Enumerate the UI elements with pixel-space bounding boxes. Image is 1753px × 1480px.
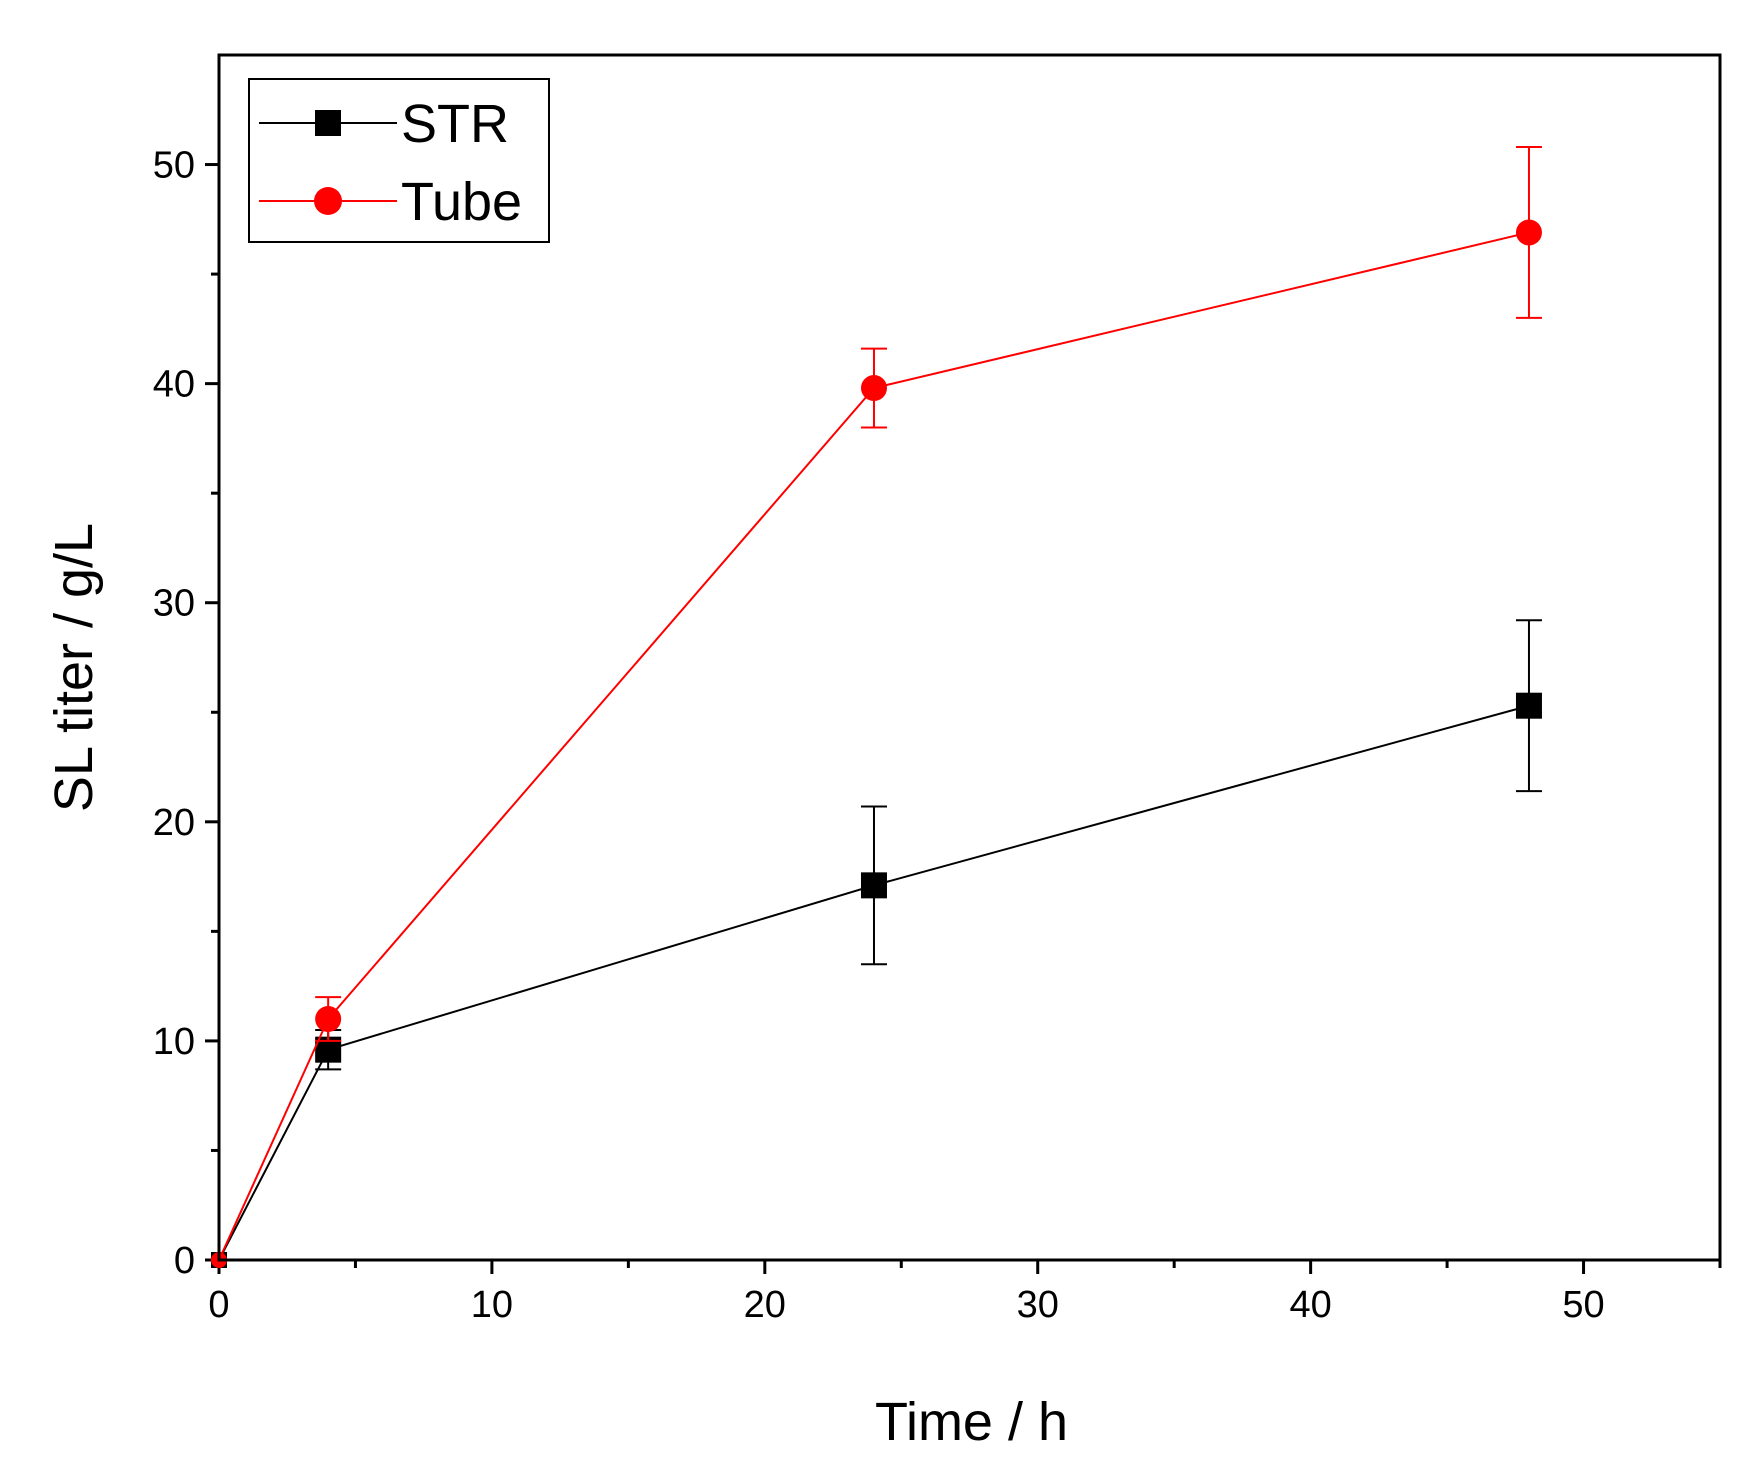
y-tick-label: 40 <box>153 364 195 406</box>
data-point-str <box>860 872 887 899</box>
y-axis-title: SL titer / g/L <box>44 523 104 812</box>
series-tube <box>211 146 1542 1268</box>
legend-marker-tube <box>314 187 342 215</box>
legend-marker-str <box>315 110 341 136</box>
series-layer <box>211 146 1542 1268</box>
legend-label-tube: Tube <box>401 172 522 232</box>
x-tick-label: 30 <box>1017 1284 1059 1326</box>
axis-ticks: 0 10 20 30 40 50 0 10 20 30 40 50 <box>153 145 1722 1326</box>
x-tick-label: 10 <box>471 1284 513 1326</box>
y-tick-label: 20 <box>153 802 195 844</box>
legend-label-str: STR <box>401 94 509 154</box>
data-point-tube <box>315 1006 342 1032</box>
plot-frame <box>217 53 1722 1262</box>
x-tick-label: 40 <box>1289 1284 1331 1326</box>
legend: STR Tube <box>248 78 550 243</box>
x-tick-label: 50 <box>1562 1284 1604 1326</box>
y-tick-label: 10 <box>153 1021 195 1063</box>
y-tick-label: 50 <box>153 145 195 187</box>
x-axis-title: Time / h <box>875 1392 1068 1452</box>
legend-box <box>248 78 550 243</box>
data-point-str <box>1515 692 1542 719</box>
y-tick-label: 0 <box>174 1240 195 1282</box>
data-point-tube <box>1515 219 1542 246</box>
data-point-tube <box>860 375 887 402</box>
series-line-str <box>218 704 1530 1261</box>
x-tick-label: 0 <box>208 1284 229 1326</box>
x-tick-label: 20 <box>744 1284 786 1326</box>
y-tick-label: 30 <box>153 583 195 625</box>
series-line-tube <box>218 231 1530 1261</box>
